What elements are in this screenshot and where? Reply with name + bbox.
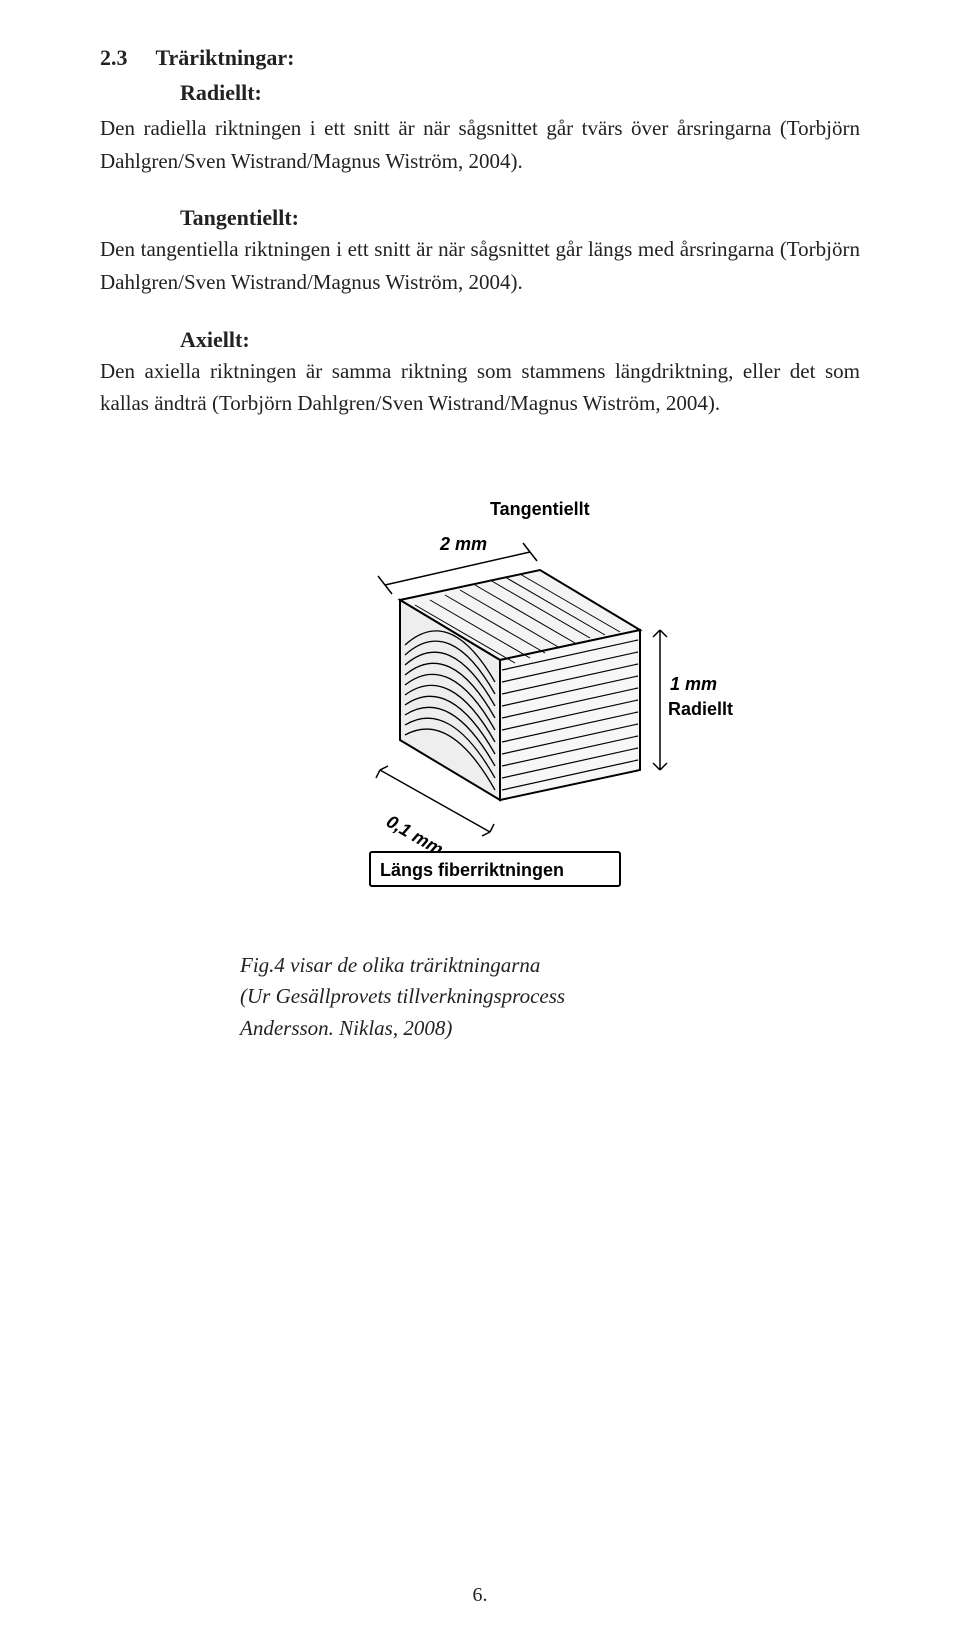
page-number: 6. [0, 1584, 960, 1607]
figure: 2 mm Tangentiellt 1 mm Radiellt 0,1 mm [100, 480, 860, 1045]
label-radiallt: Radiellt [668, 699, 733, 719]
figure-caption: Fig.4 visar de olika träriktningarna (Ur… [240, 950, 565, 1045]
tangential-body: Den tangentiella riktningen i ett snitt … [100, 233, 860, 298]
wood-cube-diagram: 2 mm Tangentiellt 1 mm Radiellt 0,1 mm [220, 480, 740, 900]
figure-caption-line3: Andersson. Niklas, 2008) [240, 1013, 565, 1045]
tangential-heading: Tangentiellt: [180, 205, 860, 231]
label-two-mm: 2 mm [439, 534, 487, 554]
radial-heading: Radiellt: [180, 75, 860, 110]
section-heading: 2.3 Träriktningar: [100, 40, 860, 75]
radial-body: Den radiella riktningen i ett snitt är n… [100, 112, 860, 177]
section-number: 2.3 [100, 40, 128, 75]
label-tangentiellt: Tangentiellt [490, 499, 590, 519]
axial-heading: Axiellt: [180, 327, 860, 353]
axial-body: Den axiella riktningen är samma riktning… [100, 355, 860, 420]
figure-caption-line1: Fig.4 visar de olika träriktningarna [240, 950, 565, 982]
label-langs: Längs fiberriktningen [380, 860, 564, 880]
figure-caption-line2: (Ur Gesällprovets tillverkningsprocess [240, 981, 565, 1013]
section-title: Träriktningar: [156, 45, 295, 70]
label-one-mm: 1 mm [670, 674, 717, 694]
